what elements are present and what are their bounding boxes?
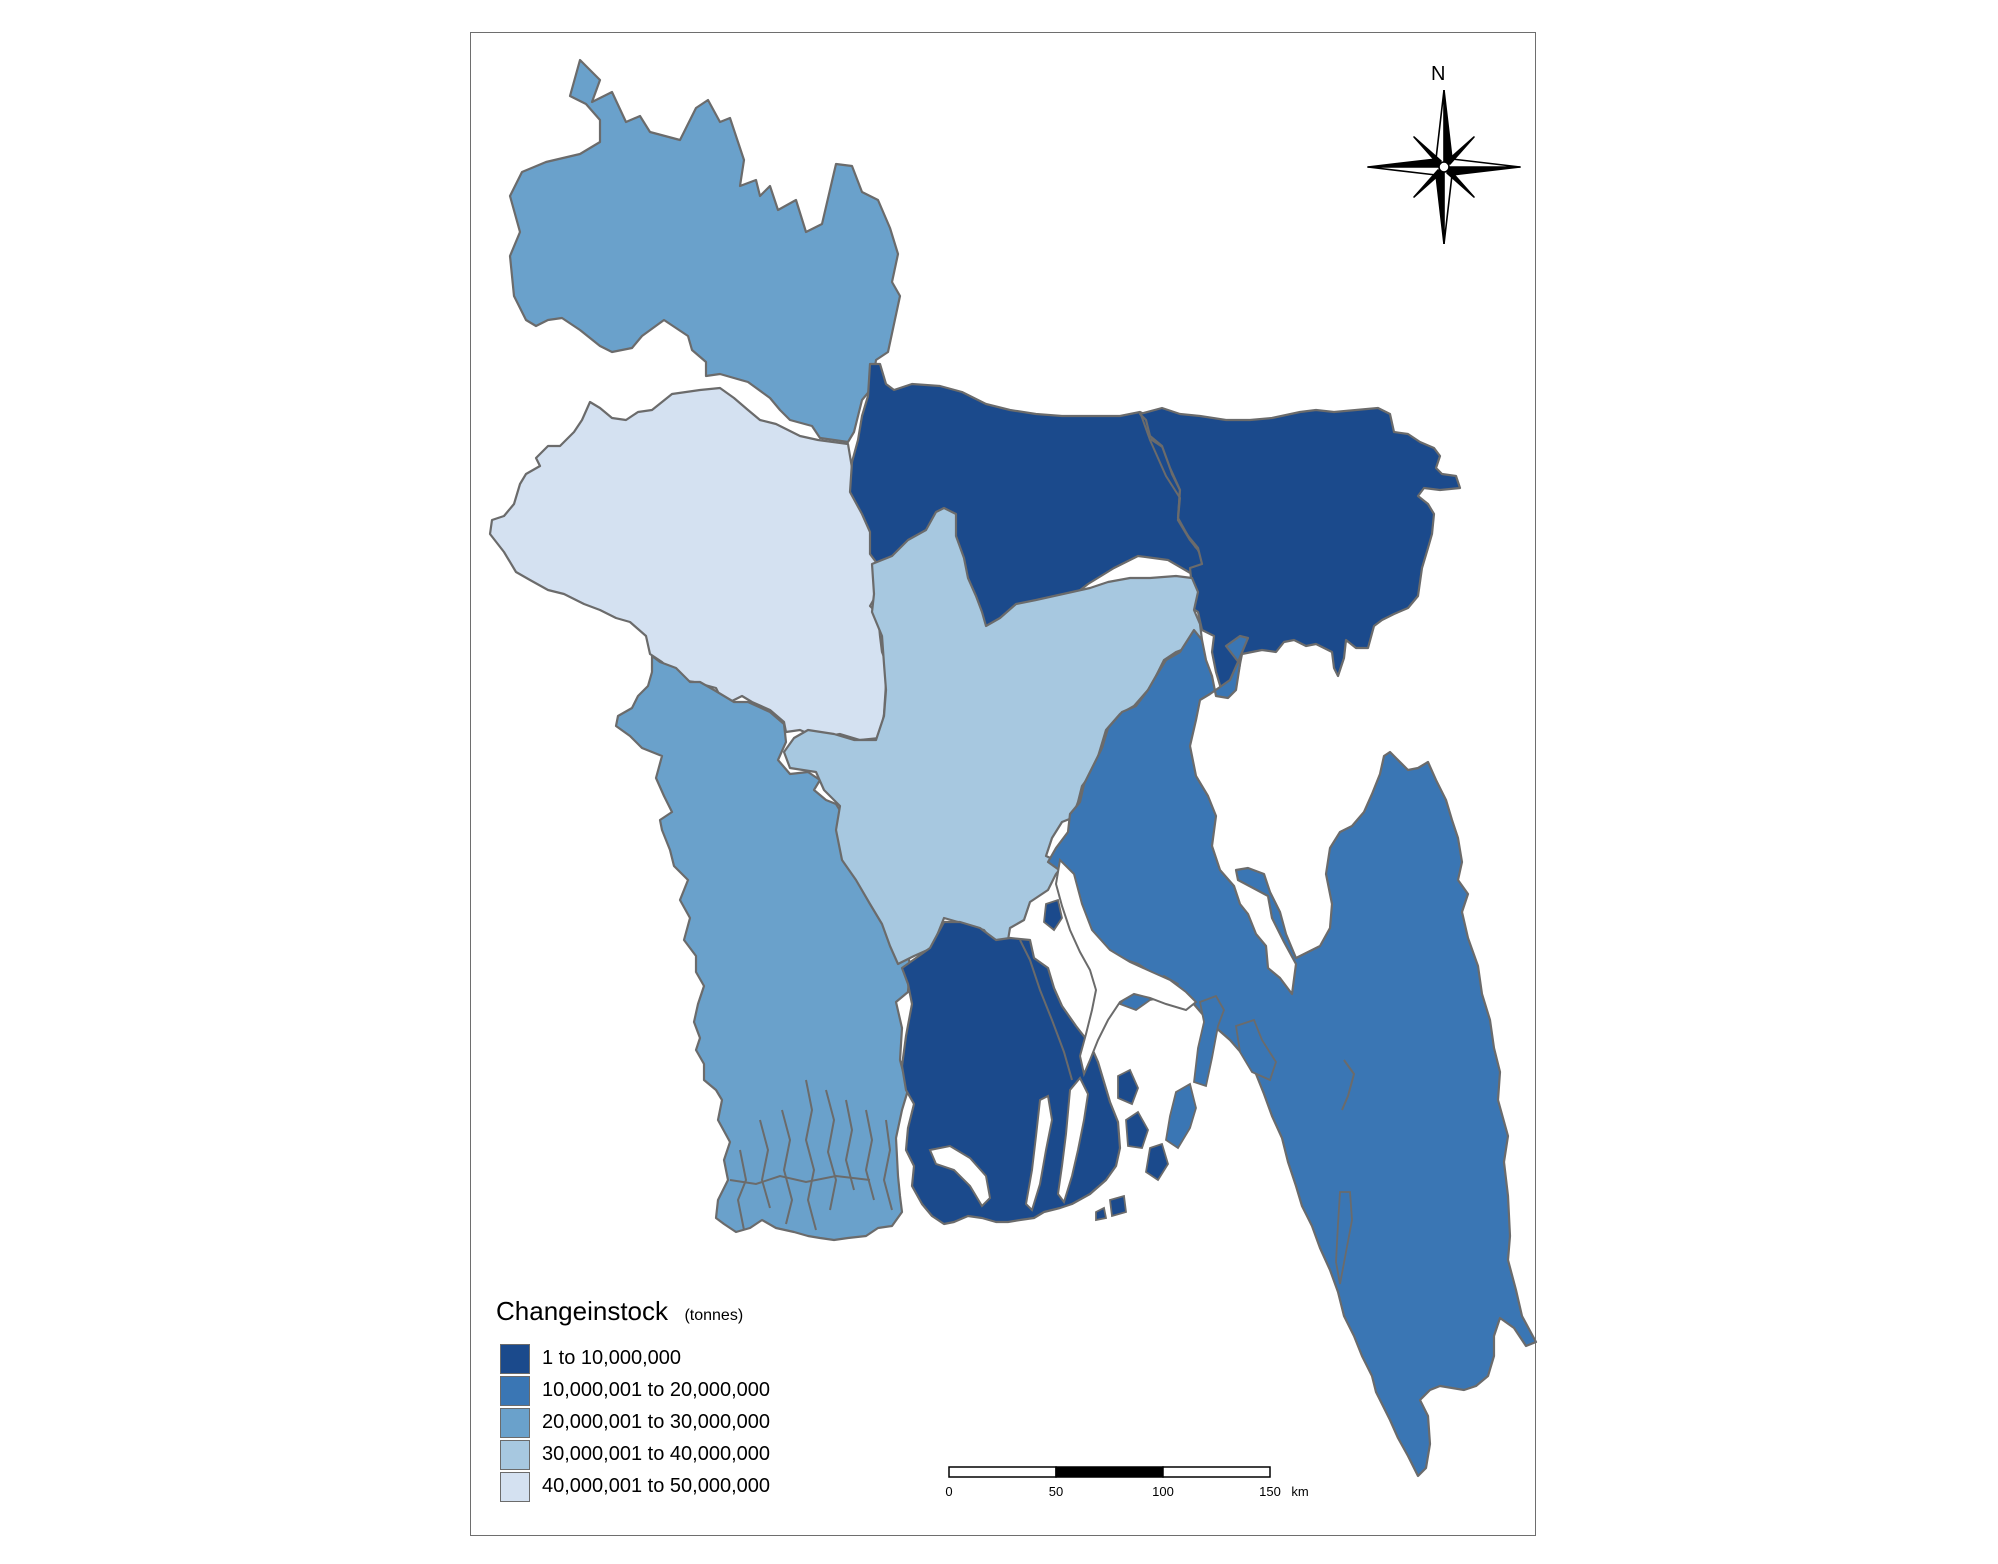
scale-segment (948, 1466, 1057, 1478)
legend-title: Changeinstock (tonnes) (496, 1296, 743, 1327)
legend-label: 1 to 10,000,000 (542, 1347, 682, 1369)
internal-rivers (1019, 411, 1356, 1111)
legend-swatch (500, 1376, 530, 1406)
scale-tick-label: 0 (945, 1484, 953, 1499)
scale-tick-label: 150 (1259, 1484, 1281, 1499)
legend-label: 20,000,001 to 30,000,000 (542, 1411, 770, 1433)
scale-segment (1162, 1466, 1271, 1478)
legend-swatch (500, 1440, 530, 1470)
scale-segment (1055, 1466, 1164, 1478)
region-barisal[interactable] (900, 920, 1122, 1226)
scale-bar (948, 1466, 1271, 1478)
sundarbans-rivers (729, 1079, 893, 1231)
region-chittagong[interactable] (1046, 628, 1538, 1478)
legend-title-text: Changeinstock (496, 1296, 668, 1326)
region-rajshahi[interactable] (488, 386, 888, 742)
legend-swatch (500, 1408, 530, 1438)
scale-tick-label: 50 (1048, 1484, 1064, 1499)
legend-label: 40,000,001 to 50,000,000 (542, 1475, 770, 1497)
scale-tick-label: 100 (1152, 1484, 1174, 1499)
scale-unit: km (1291, 1484, 1309, 1499)
islands-barisal (1043, 898, 1169, 1222)
river-channels (928, 857, 1198, 1212)
north-label: N (1431, 63, 1446, 85)
legend-unit: (tonnes) (684, 1307, 744, 1324)
legend-swatch (500, 1344, 530, 1374)
legend-label: 30,000,001 to 40,000,000 (542, 1443, 770, 1465)
region-khulna[interactable] (614, 654, 912, 1242)
compass-rose-icon (1367, 90, 1521, 244)
legend-label: 10,000,001 to 20,000,000 (542, 1379, 770, 1401)
legend-swatch (500, 1472, 530, 1502)
region-rangpur[interactable] (508, 58, 902, 444)
